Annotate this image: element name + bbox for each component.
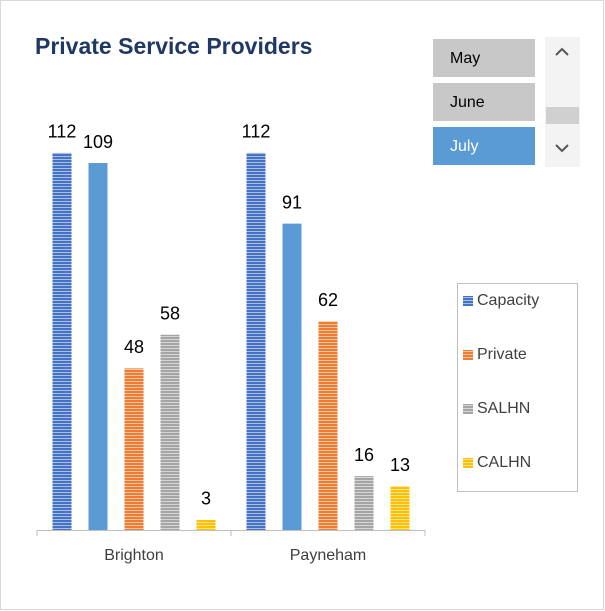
data-label: 3 bbox=[201, 489, 211, 509]
bar bbox=[196, 519, 216, 530]
data-label: 58 bbox=[160, 303, 180, 323]
bar bbox=[390, 486, 410, 530]
legend-swatch bbox=[463, 458, 473, 468]
legend-label: SALHN bbox=[477, 400, 530, 417]
slicer-item[interactable] bbox=[433, 83, 535, 121]
legend-label: CALHN bbox=[477, 454, 531, 471]
legend-swatch bbox=[463, 404, 473, 414]
bar bbox=[282, 223, 302, 530]
bar bbox=[52, 152, 72, 530]
data-label: 16 bbox=[354, 445, 374, 465]
x-tick-label: Brighton bbox=[104, 547, 164, 564]
slicer-item-label: July bbox=[450, 138, 478, 155]
data-label: 112 bbox=[48, 122, 77, 142]
slicer-item[interactable] bbox=[433, 127, 535, 165]
bar bbox=[124, 368, 144, 530]
bar bbox=[354, 476, 374, 530]
scroll-down[interactable] bbox=[555, 144, 569, 153]
data-label: 48 bbox=[124, 337, 144, 357]
data-label: 112 bbox=[242, 122, 271, 142]
data-label: 13 bbox=[390, 455, 410, 475]
legend-label: Private bbox=[477, 346, 527, 363]
bar bbox=[246, 152, 266, 530]
legend-label: Capacity bbox=[477, 292, 539, 309]
data-label: 91 bbox=[282, 192, 302, 212]
bar bbox=[318, 321, 338, 530]
slicer-item-label: June bbox=[450, 94, 485, 111]
data-label: 62 bbox=[318, 290, 338, 310]
legend-box bbox=[457, 283, 578, 492]
bar bbox=[160, 334, 180, 530]
scroll-thumb[interactable] bbox=[546, 107, 579, 124]
scroll-up[interactable] bbox=[555, 47, 569, 56]
legend-swatch bbox=[463, 296, 473, 306]
slicer-scrollbar[interactable] bbox=[545, 37, 580, 167]
x-tick-label: Payneham bbox=[290, 547, 367, 564]
chart-title: Private Service Providers bbox=[35, 33, 312, 59]
data-label: 109 bbox=[83, 132, 113, 152]
bar bbox=[88, 163, 108, 531]
slicer-item-label: May bbox=[450, 50, 480, 67]
slicer-item[interactable] bbox=[433, 39, 535, 77]
legend-swatch bbox=[463, 350, 473, 360]
